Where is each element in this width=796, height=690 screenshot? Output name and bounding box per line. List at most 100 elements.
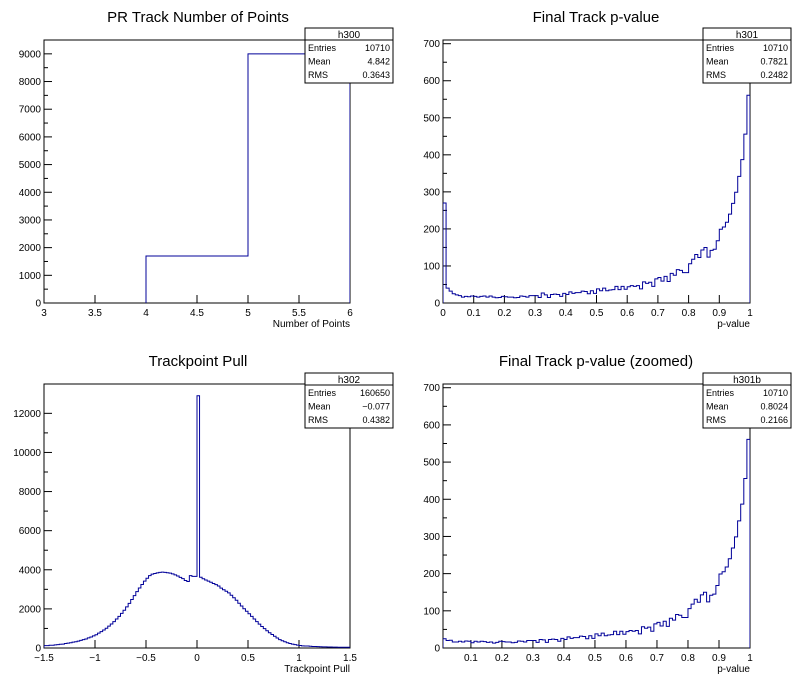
- stats-value: 0.4382: [362, 415, 390, 425]
- stats-value: 0.7821: [760, 57, 788, 67]
- stats-box: h301b Entries 10710 Mean 0.8024 RMS 0.2166: [702, 372, 792, 429]
- y-tick-label: 9000: [19, 49, 42, 60]
- x-tick-label: 0.8: [681, 653, 695, 664]
- y-tick-label: 200: [423, 224, 440, 235]
- y-tick-label: 700: [423, 383, 440, 394]
- x-tick-label: 0.4: [557, 653, 571, 664]
- y-tick-label: 400: [423, 150, 440, 161]
- stats-label: Entries: [706, 43, 735, 53]
- stats-label: RMS: [308, 70, 328, 80]
- x-tick-label: 5: [245, 308, 251, 319]
- histogram-panel-3: Trackpoint Pull 0 2000 4000 6000 8000 10000 120…: [13, 353, 394, 675]
- x-tick-label: 0.2: [495, 653, 509, 664]
- stats-value: 10710: [763, 388, 788, 398]
- x-tick-label: 0.1: [464, 653, 478, 664]
- y-tick-label: 8000: [19, 487, 42, 498]
- stats-box-frame: [304, 372, 394, 429]
- x-tick-label: 0: [440, 308, 446, 319]
- x-tick-label: −1: [89, 653, 101, 664]
- histogram-series: [443, 438, 750, 648]
- chart-title: Trackpoint Pull: [149, 353, 248, 370]
- histogram-series: [443, 94, 750, 303]
- y-tick-label: 7000: [19, 105, 42, 116]
- x-axis-label: Number of Points: [273, 319, 350, 330]
- stats-box-frame: [702, 27, 792, 84]
- stats-label: Mean: [706, 57, 729, 67]
- x-tick-label: 0.2: [497, 308, 511, 319]
- x-tick-label: 6: [347, 308, 353, 319]
- x-axis-label: p-value: [717, 319, 750, 330]
- stats-value: 4.842: [367, 57, 390, 67]
- chart-title: Final Track p-value: [533, 9, 660, 26]
- stats-label: Mean: [308, 57, 331, 67]
- stats-histogram-name: h302: [338, 375, 361, 386]
- stats-value: 160650: [360, 388, 390, 398]
- stats-value: −0.077: [362, 402, 390, 412]
- x-tick-label: 0.6: [619, 653, 633, 664]
- x-tick-label: 3.5: [88, 308, 102, 319]
- histogram-panel-1: PR Track Number of Points010002000300040…: [19, 9, 394, 330]
- x-tick-label: 0.4: [559, 308, 573, 319]
- y-tick-label: 300: [423, 532, 440, 543]
- stats-value: 10710: [365, 43, 390, 53]
- y-tick-label: 200: [423, 569, 440, 580]
- y-tick-label: 1000: [19, 271, 42, 282]
- stats-label: Entries: [308, 388, 337, 398]
- x-tick-label: 0.3: [526, 653, 540, 664]
- x-tick-label: 5.5: [292, 308, 306, 319]
- y-tick-label: 2000: [19, 243, 42, 254]
- stats-value: 0.2482: [760, 70, 788, 80]
- stats-histogram-name: h301: [736, 30, 759, 41]
- stats-label: Mean: [706, 402, 729, 412]
- y-tick-label: 10000: [13, 448, 41, 459]
- chart-title: Final Track p-value (zoomed): [499, 353, 693, 370]
- x-tick-label: 4.5: [190, 308, 204, 319]
- stats-label: Mean: [308, 402, 331, 412]
- y-tick-label: 0: [434, 644, 440, 655]
- stats-value: 10710: [763, 43, 788, 53]
- stats-value: 0.8024: [760, 402, 788, 412]
- y-tick-label: 600: [423, 76, 440, 87]
- histogram-series: [44, 395, 350, 648]
- y-tick-label: 100: [423, 261, 440, 272]
- y-tick-label: 4000: [19, 188, 42, 199]
- stats-value: 0.2166: [760, 415, 788, 425]
- x-tick-label: 0.6: [620, 308, 634, 319]
- stats-histogram-name: h301b: [733, 375, 761, 386]
- x-tick-label: 3: [41, 308, 47, 319]
- x-tick-label: −1.5: [34, 653, 54, 664]
- x-tick-label: 1: [747, 653, 753, 664]
- stats-label: Entries: [706, 388, 735, 398]
- stats-label: RMS: [706, 70, 726, 80]
- y-tick-label: 0: [434, 299, 440, 310]
- stats-label: RMS: [308, 415, 328, 425]
- y-tick-label: 700: [423, 39, 440, 50]
- stats-label: RMS: [706, 415, 726, 425]
- x-tick-label: 1.5: [343, 653, 357, 664]
- x-tick-label: 1: [296, 653, 302, 664]
- y-tick-label: 2000: [19, 604, 42, 615]
- y-tick-label: 12000: [13, 409, 41, 420]
- y-tick-label: 5000: [19, 160, 42, 171]
- y-tick-label: 400: [423, 495, 440, 506]
- x-axis-label: Trackpoint Pull: [284, 664, 350, 675]
- x-axis-label: p-value: [717, 664, 750, 675]
- stats-label: Entries: [308, 43, 337, 53]
- y-tick-label: 0: [35, 299, 41, 310]
- x-tick-label: 0.8: [682, 308, 696, 319]
- x-tick-label: 0.5: [588, 653, 602, 664]
- y-tick-label: 300: [423, 187, 440, 198]
- x-tick-label: 1: [747, 308, 753, 319]
- y-tick-label: 4000: [19, 565, 42, 576]
- y-tick-label: 3000: [19, 215, 42, 226]
- x-tick-label: 0: [194, 653, 200, 664]
- x-tick-label: 0.7: [650, 653, 664, 664]
- x-tick-label: 0.1: [467, 308, 481, 319]
- y-tick-label: 0: [35, 644, 41, 655]
- histogram-series: [145, 53, 350, 303]
- x-tick-label: 0.5: [241, 653, 255, 664]
